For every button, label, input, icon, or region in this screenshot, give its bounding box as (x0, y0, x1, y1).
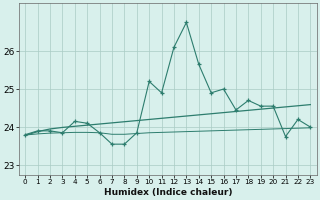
X-axis label: Humidex (Indice chaleur): Humidex (Indice chaleur) (104, 188, 232, 197)
